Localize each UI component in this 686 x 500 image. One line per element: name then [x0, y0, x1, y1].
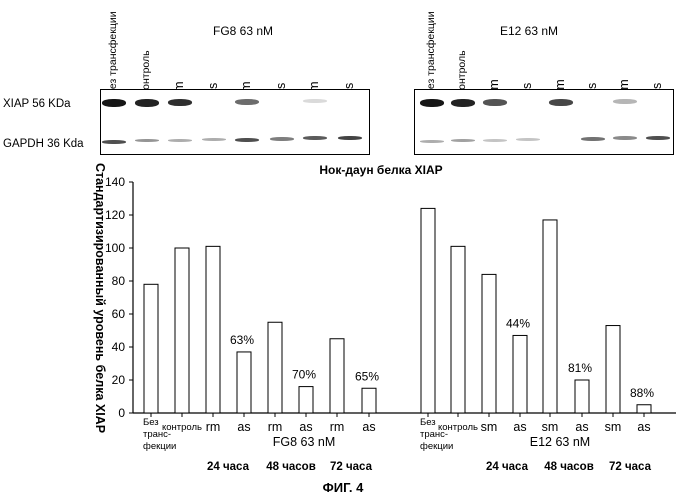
x-category-label: as — [513, 420, 526, 434]
x-category-label: Без — [420, 417, 436, 428]
bar — [206, 246, 220, 413]
group-label: E12 63 nM — [530, 435, 590, 449]
x-category-label: as — [362, 420, 375, 434]
x-category-label: rm — [268, 420, 283, 434]
figure-caption: ФИГ. 4 — [0, 480, 686, 495]
time-label: 24 часа — [207, 461, 250, 473]
bar — [330, 339, 344, 413]
percent-annotation: 65% — [355, 369, 379, 383]
bar — [144, 284, 158, 413]
bar — [237, 352, 251, 413]
y-tick-label: 40 — [112, 340, 126, 354]
bar — [175, 248, 189, 413]
chart-bars — [144, 208, 651, 413]
bar — [299, 387, 313, 413]
bar — [606, 326, 620, 413]
group-label: FG8 63 nM — [273, 435, 336, 449]
time-label: 24 часа — [486, 461, 529, 473]
percent-annotation: 63% — [230, 333, 254, 347]
x-category-label: as — [637, 420, 650, 434]
x-category-label: sm — [605, 420, 622, 434]
x-category-label: rm — [330, 420, 345, 434]
bar — [575, 380, 589, 413]
bar — [513, 335, 527, 413]
x-category-label: as — [575, 420, 588, 434]
bar — [362, 388, 376, 413]
x-category-label: sm — [542, 420, 559, 434]
x-category-label: контроль — [162, 422, 202, 433]
x-category-label: as — [299, 420, 312, 434]
chart-title: Нок-даун белка XIAP — [319, 163, 442, 177]
y-tick-label: 120 — [105, 208, 125, 222]
percent-annotation: 70% — [292, 368, 316, 382]
x-category-label: Без — [143, 417, 159, 428]
chart-axes: 0 20 40 60 80 100 120 140 — [105, 175, 676, 420]
x-category-label: фекции — [143, 441, 176, 452]
y-tick-label: 100 — [105, 241, 125, 255]
time-label: 72 часа — [609, 461, 652, 473]
x-category-label: фекции — [420, 441, 453, 452]
percent-annotation: 88% — [630, 386, 654, 400]
bar — [268, 322, 282, 413]
y-axis-label: Стандартизированный уровень белка XIAP — [93, 163, 107, 433]
y-tick-label: 0 — [118, 406, 125, 420]
y-tick-label: 60 — [112, 307, 126, 321]
percent-annotation: 44% — [506, 316, 530, 330]
x-category-label: контроль — [438, 422, 478, 433]
y-tick-label: 140 — [105, 175, 125, 189]
y-tick-label: 20 — [112, 373, 126, 387]
x-category-label: as — [237, 420, 250, 434]
x-category-label: sm — [481, 420, 498, 434]
bar — [451, 246, 465, 413]
time-label: 48 часов — [544, 461, 594, 473]
x-category-label: rm — [206, 420, 221, 434]
percent-annotation: 81% — [568, 361, 592, 375]
bar — [543, 220, 557, 413]
bar — [421, 208, 435, 413]
bar — [637, 405, 651, 413]
y-tick-label: 80 — [112, 274, 126, 288]
time-label: 72 часа — [330, 461, 373, 473]
bar — [482, 274, 496, 413]
time-label: 48 часов — [266, 461, 316, 473]
